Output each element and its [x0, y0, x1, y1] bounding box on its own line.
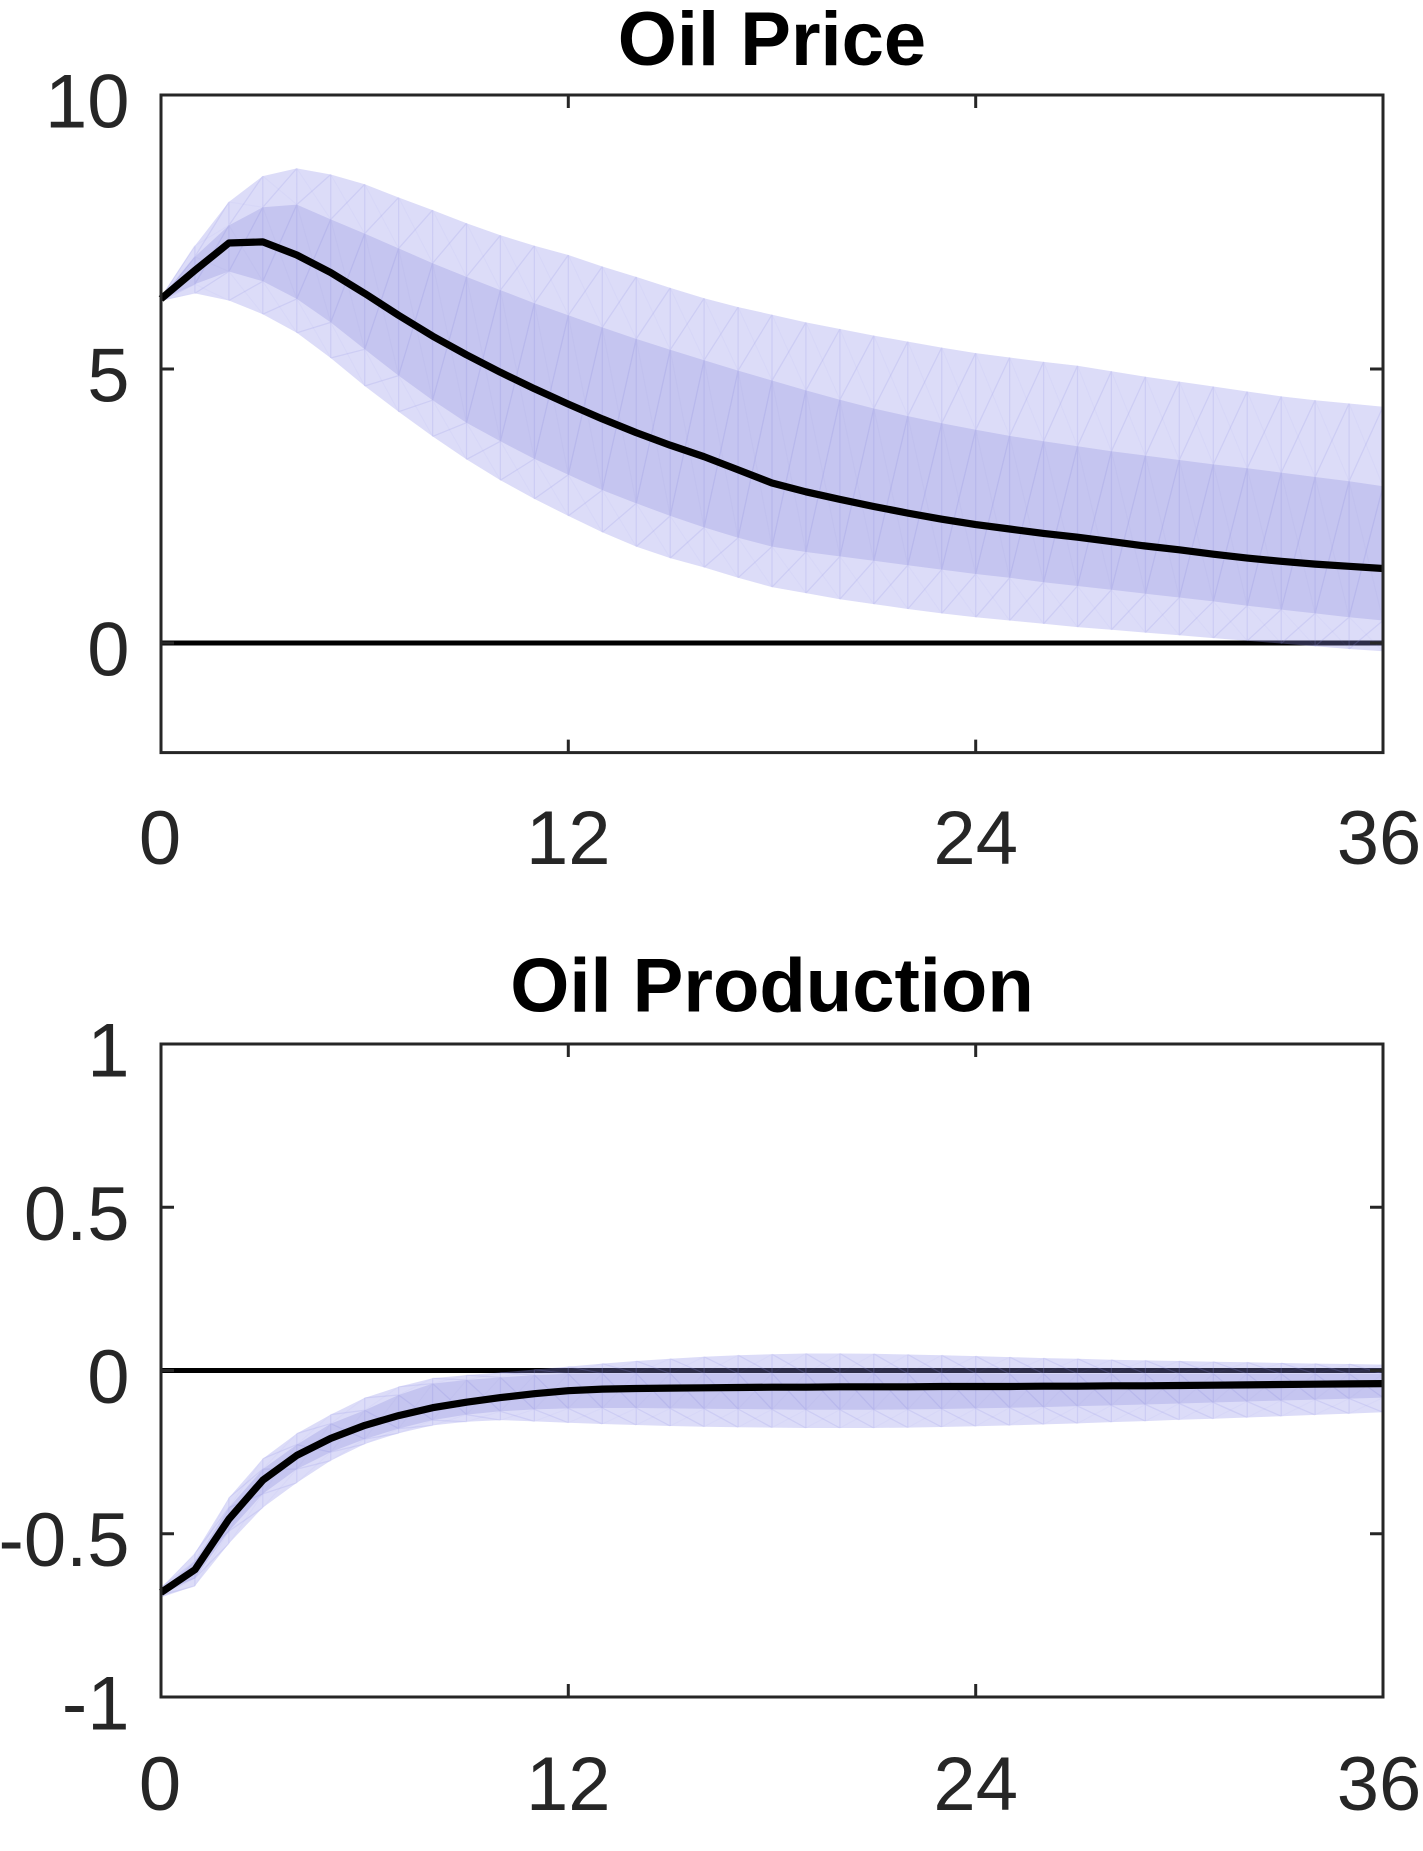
svg-text:10: 10 — [45, 60, 130, 145]
svg-text:24: 24 — [933, 796, 1018, 881]
svg-text:12: 12 — [526, 1742, 611, 1827]
svg-text:0: 0 — [87, 608, 129, 693]
svg-text:-1: -1 — [62, 1662, 130, 1747]
svg-text:Oil Production: Oil Production — [510, 944, 1034, 1029]
svg-text:0: 0 — [87, 1335, 129, 1420]
svg-text:5: 5 — [87, 334, 129, 419]
svg-text:1: 1 — [87, 1009, 129, 1094]
svg-text:Oil Price: Oil Price — [618, 0, 926, 82]
svg-text:-0.5: -0.5 — [0, 1498, 130, 1583]
svg-text:0.5: 0.5 — [24, 1172, 130, 1257]
svg-text:36: 36 — [1337, 1742, 1422, 1827]
svg-text:24: 24 — [933, 1742, 1018, 1827]
svg-text:0: 0 — [139, 1742, 181, 1827]
svg-text:36: 36 — [1337, 796, 1422, 881]
svg-text:12: 12 — [526, 796, 611, 881]
svg-text:0: 0 — [139, 796, 181, 881]
